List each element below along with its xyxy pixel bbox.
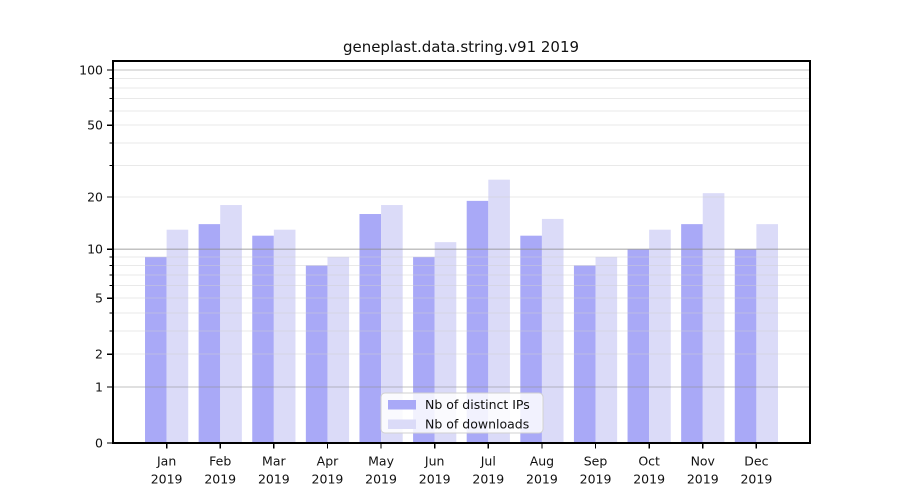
y-tick-label-100: 100 — [79, 62, 103, 77]
bar-distinct-ips-aug — [520, 235, 542, 443]
x-tick-sublabel-may: 2019 — [365, 472, 397, 487]
bar-distinct-ips-mar — [252, 235, 274, 443]
x-tick-label-jul: Jul — [480, 454, 496, 469]
x-tick-label-jan: Jan — [156, 454, 176, 469]
bar-distinct-ips-apr — [305, 265, 328, 443]
x-tick-sublabel-aug: 2019 — [526, 472, 558, 487]
chart-title: geneplast.data.string.v91 2019 — [343, 38, 579, 56]
x-tick-sublabel-feb: 2019 — [204, 472, 236, 487]
x-tick-label-dec: Dec — [744, 454, 768, 469]
x-tick-sublabel-mar: 2019 — [258, 472, 290, 487]
y-tick-label-10: 10 — [87, 242, 103, 257]
x-tick-sublabel-dec: 2019 — [740, 472, 772, 487]
x-tick-label-oct: Oct — [638, 454, 660, 469]
x-tick-label-aug: Aug — [530, 454, 554, 469]
axes-frame — [112, 60, 811, 444]
bar-downloads-sep — [595, 256, 618, 443]
bar-downloads-nov — [702, 193, 725, 443]
x-tick-sublabel-sep: 2019 — [580, 472, 612, 487]
bar-downloads-apr — [327, 256, 350, 443]
bar-distinct-ips-may — [359, 214, 382, 443]
x-tick-label-sep: Sep — [584, 454, 608, 469]
x-tick-label-may: May — [368, 454, 394, 469]
bar-distinct-ips-sep — [573, 265, 596, 443]
bar-downloads-oct — [649, 229, 671, 443]
x-tick-label-mar: Mar — [262, 454, 286, 469]
bar-distinct-ips-feb — [198, 224, 221, 443]
bar-downloads-dec — [756, 224, 778, 443]
x-tick-sublabel-jan: 2019 — [151, 472, 183, 487]
legend: Nb of distinct IPs Nb of downloads — [380, 392, 544, 434]
legend-swatch-distinct-ips — [388, 400, 416, 410]
bar-downloads-jan — [166, 229, 189, 443]
legend-label-distinct-ips: Nb of distinct IPs — [425, 397, 530, 412]
bar-downloads-mar — [273, 229, 296, 443]
y-tick-label-5: 5 — [95, 291, 103, 306]
y-tick-label-0: 0 — [95, 436, 103, 451]
y-tick-label-20: 20 — [87, 189, 103, 204]
x-tick-label-apr: Apr — [317, 454, 339, 469]
x-tick-sublabel-jul: 2019 — [472, 472, 504, 487]
x-tick-label-feb: Feb — [209, 454, 231, 469]
x-tick-label-jun: Jun — [424, 454, 445, 469]
bar-distinct-ips-nov — [681, 224, 703, 443]
y-tick-label-50: 50 — [87, 118, 103, 133]
legend-label-downloads: Nb of downloads — [425, 417, 529, 432]
bar-distinct-ips-jul — [466, 200, 489, 443]
x-tick-sublabel-apr: 2019 — [312, 472, 344, 487]
bar-downloads-jul — [488, 179, 510, 443]
bar-distinct-ips-oct — [627, 249, 650, 443]
bar-downloads-may — [381, 205, 403, 443]
x-tick-label-nov: Nov — [691, 454, 716, 469]
legend-swatch-downloads — [388, 419, 416, 429]
plot-area: 1005020105210Jan2019Feb2019Mar2019Apr201… — [79, 62, 810, 487]
x-tick-sublabel-oct: 2019 — [633, 472, 665, 487]
bar-distinct-ips-jan — [145, 256, 167, 443]
x-tick-sublabel-nov: 2019 — [687, 472, 719, 487]
bar-downloads-feb — [220, 205, 242, 443]
x-tick-sublabel-jun: 2019 — [419, 472, 451, 487]
bar-distinct-ips-dec — [734, 249, 757, 443]
y-tick-label-2: 2 — [95, 347, 103, 362]
y-tick-label-1: 1 — [95, 379, 103, 394]
legend-box — [380, 392, 544, 434]
